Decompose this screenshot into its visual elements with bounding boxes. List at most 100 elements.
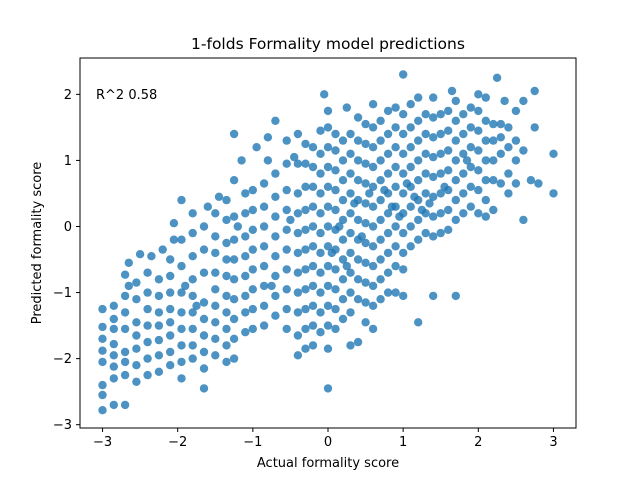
data-point [481,195,490,205]
data-point [429,172,438,182]
data-point [282,159,291,168]
data-point [414,93,423,102]
data-point [459,149,468,158]
data-point [323,301,333,310]
data-point [338,275,348,284]
data-point [474,166,483,175]
data-point [177,195,186,205]
y-tick-label: −1 [53,286,72,301]
data-point [98,304,107,314]
data-point [120,400,130,410]
data-point [166,331,175,340]
data-point [500,96,509,106]
data-point [451,136,460,145]
data-point [376,255,385,264]
data-point [466,202,475,211]
data-point [376,275,385,284]
data-point [98,380,107,390]
data-point [406,242,415,251]
data-point [406,162,415,172]
data-point [169,235,179,244]
data-point [346,268,355,277]
data-point [199,314,209,324]
data-point [120,308,130,317]
data-point [519,146,528,155]
data-point [222,195,231,205]
data-point [368,162,378,172]
data-point [414,215,423,225]
data-point [143,268,152,277]
data-point [98,390,107,400]
data-point [282,136,291,145]
data-point [222,324,231,334]
data-point [293,209,303,218]
data-point [259,242,269,251]
data-point [361,159,370,168]
data-point [376,116,385,126]
data-point [109,374,119,383]
data-point [120,324,130,334]
data-point [316,149,325,158]
data-point [158,245,167,254]
data-point [188,228,197,238]
data-point [229,334,239,343]
data-point [391,242,400,251]
data-point [391,123,400,132]
data-point [451,215,460,225]
data-point [368,123,378,132]
data-point [199,364,209,373]
data-point [481,156,490,165]
data-point [316,169,325,178]
x-tick-label: 0 [324,435,332,450]
data-point [211,351,220,360]
data-point [192,301,201,310]
data-point [376,295,385,304]
data-point [132,331,141,340]
data-point [391,162,400,172]
data-point [286,215,295,225]
data-point [496,119,505,129]
data-point [271,291,280,301]
data-point [271,212,280,221]
data-point [252,143,261,152]
data-point [338,314,348,324]
data-point [308,242,318,251]
data-point [406,202,415,211]
data-point [316,126,325,135]
data-point [376,195,385,205]
data-point [361,258,370,267]
data-point [549,189,558,198]
data-point [271,116,280,126]
data-point [229,255,239,264]
data-point [459,129,468,139]
data-point [233,222,242,231]
data-point [361,298,370,307]
data-point [481,136,490,145]
data-point [511,106,521,116]
data-point [308,281,318,291]
data-point [444,106,453,116]
data-point [421,228,430,238]
data-point [353,156,363,165]
data-point [293,228,303,238]
data-point [177,374,186,383]
data-point [534,179,543,188]
data-point [489,156,498,165]
data-point [462,156,472,165]
data-point [241,232,250,241]
x-tick-label: −3 [93,435,112,450]
y-tick-label: 2 [64,88,72,103]
data-point [132,361,141,370]
data-point [361,278,370,287]
data-point [346,248,355,258]
data-point [429,212,438,221]
data-point [414,235,423,244]
data-point [338,136,348,145]
data-point [316,308,325,317]
data-point [293,268,303,277]
data-point [331,146,340,155]
data-point [459,169,468,178]
data-point [436,189,445,198]
data-point [177,324,186,334]
